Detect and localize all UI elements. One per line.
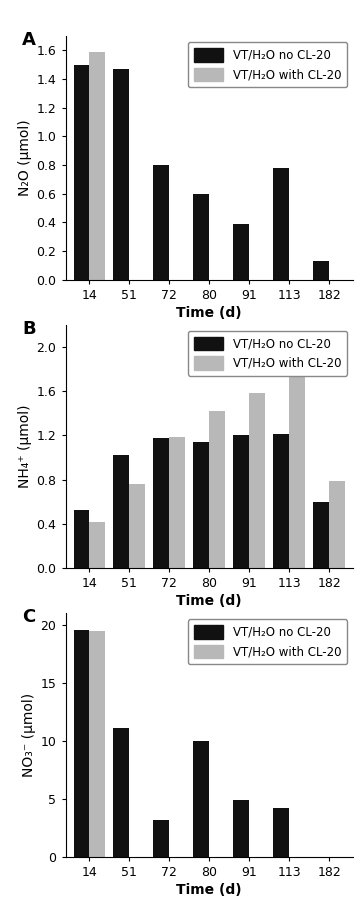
Bar bbox=[289, 339, 305, 568]
Legend: VT/H₂O no CL-20, VT/H₂O with CL-20: VT/H₂O no CL-20, VT/H₂O with CL-20 bbox=[188, 42, 347, 87]
Bar bbox=[193, 194, 209, 280]
Y-axis label: N₂O (μmol): N₂O (μmol) bbox=[18, 120, 32, 196]
Bar bbox=[193, 741, 209, 857]
Legend: VT/H₂O no CL-20, VT/H₂O with CL-20: VT/H₂O no CL-20, VT/H₂O with CL-20 bbox=[188, 620, 347, 665]
Text: B: B bbox=[22, 320, 36, 338]
Bar bbox=[114, 69, 130, 280]
Text: C: C bbox=[22, 609, 36, 627]
Bar bbox=[273, 808, 289, 857]
Bar bbox=[90, 521, 106, 568]
Bar bbox=[233, 436, 249, 568]
Bar bbox=[209, 411, 225, 568]
Bar bbox=[74, 510, 90, 568]
Bar bbox=[153, 165, 169, 280]
Bar bbox=[169, 437, 185, 568]
Bar bbox=[313, 261, 329, 280]
Bar bbox=[313, 502, 329, 568]
Bar bbox=[74, 65, 90, 280]
Y-axis label: NO₃⁻ (μmol): NO₃⁻ (μmol) bbox=[23, 693, 36, 778]
Legend: VT/H₂O no CL-20, VT/H₂O with CL-20: VT/H₂O no CL-20, VT/H₂O with CL-20 bbox=[188, 331, 347, 376]
Bar bbox=[233, 800, 249, 857]
Bar bbox=[153, 437, 169, 568]
Bar bbox=[193, 442, 209, 568]
Bar bbox=[273, 435, 289, 568]
Bar bbox=[90, 630, 106, 857]
Bar bbox=[249, 393, 265, 568]
Bar bbox=[233, 224, 249, 280]
Bar bbox=[329, 481, 345, 568]
Bar bbox=[130, 484, 145, 568]
Text: A: A bbox=[22, 32, 36, 50]
Bar bbox=[153, 820, 169, 857]
Bar bbox=[114, 456, 130, 568]
Bar bbox=[114, 728, 130, 857]
Bar bbox=[74, 630, 90, 857]
X-axis label: Time (d): Time (d) bbox=[177, 594, 242, 609]
Bar bbox=[90, 51, 106, 280]
X-axis label: Time (d): Time (d) bbox=[177, 883, 242, 897]
Y-axis label: NH₄⁺ (μmol): NH₄⁺ (μmol) bbox=[18, 405, 32, 488]
X-axis label: Time (d): Time (d) bbox=[177, 306, 242, 320]
Bar bbox=[273, 168, 289, 280]
